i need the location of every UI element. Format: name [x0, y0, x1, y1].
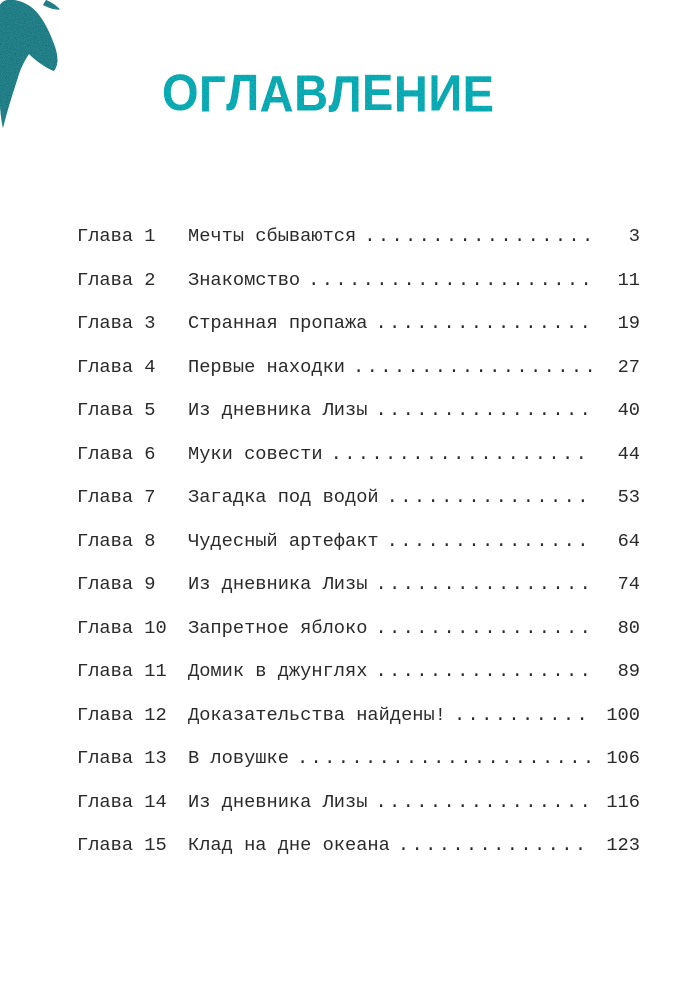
svg-text:ОГЛАВЛЕНИЕ: ОГЛАВЛЕНИЕ	[162, 64, 494, 123]
